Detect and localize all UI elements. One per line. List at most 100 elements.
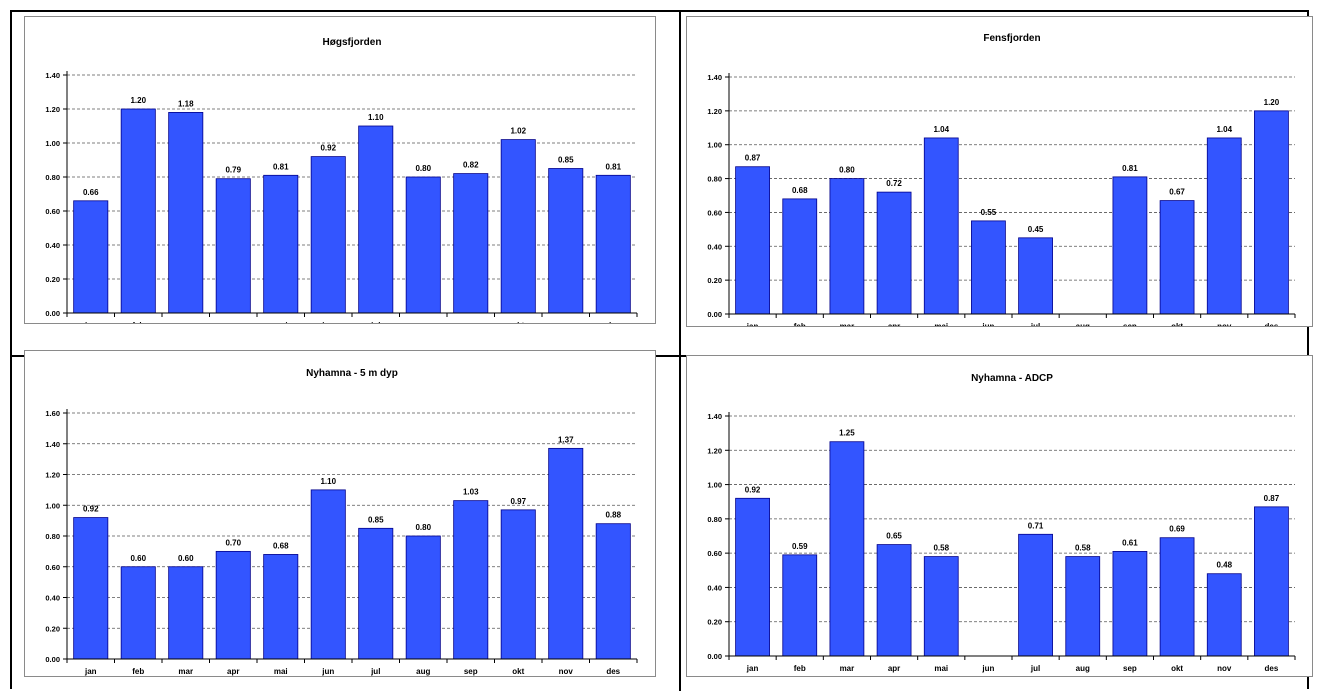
- x-tick-label-okt: okt: [1171, 322, 1183, 326]
- data-label-nov: 1.04: [1216, 125, 1232, 134]
- data-label-sep: 1.03: [463, 488, 479, 497]
- x-tick-label-jul: jul: [1030, 322, 1040, 326]
- bar-jul: [358, 527, 394, 660]
- y-tick-label: 1.60: [45, 409, 60, 418]
- x-tick-label-apr: apr: [227, 667, 239, 676]
- y-tick-label: 0.80: [45, 532, 60, 541]
- data-label-jun: 1.10: [320, 477, 336, 486]
- data-label-feb: 0.59: [792, 542, 808, 551]
- data-label-nov: 0.85: [558, 156, 574, 165]
- x-tick-label-nov: nov: [559, 667, 574, 676]
- data-label-aug: 0.58: [1075, 544, 1091, 553]
- data-label-sep: 0.82: [463, 161, 479, 170]
- data-label-apr: 0.72: [886, 179, 902, 188]
- data-label-jan: 0.92: [83, 505, 99, 514]
- data-label-feb: 1.20: [130, 96, 146, 105]
- x-tick-label-jan: jan: [84, 667, 97, 676]
- x-tick-label-sep: sep: [1123, 664, 1137, 673]
- y-tick-label: 1.40: [45, 71, 60, 80]
- bar-nov: [1206, 573, 1242, 657]
- x-tick-label-jun: jun: [981, 322, 994, 326]
- bar-jul: [1018, 237, 1053, 315]
- x-tick-label-mar: mar: [178, 321, 193, 323]
- bar-jun: [310, 489, 346, 660]
- y-tick-label: 0.40: [45, 594, 60, 603]
- bar-jan: [735, 497, 770, 657]
- bar-mai: [923, 137, 959, 315]
- x-tick-label-jun: jun: [981, 664, 994, 673]
- x-tick-label-mar: mar: [178, 667, 193, 676]
- bar-feb: [782, 554, 818, 657]
- x-tick-label-mar: mar: [840, 664, 855, 673]
- bar-jul: [1018, 533, 1053, 657]
- x-tick-label-okt: okt: [512, 667, 524, 676]
- y-tick-label: 1.00: [45, 139, 60, 148]
- x-tick-label-apr: apr: [227, 321, 239, 323]
- x-tick-label-mai: mai: [274, 321, 288, 323]
- bar-mar: [829, 441, 865, 657]
- data-label-mai: 0.68: [273, 541, 289, 550]
- bar-feb: [782, 198, 818, 315]
- y-tick-label: 0.00: [707, 652, 722, 661]
- y-tick-label: 0.60: [707, 208, 722, 217]
- x-tick-label-aug: aug: [1076, 322, 1090, 326]
- bar-aug: [405, 535, 441, 660]
- y-tick-label: 0.60: [45, 207, 60, 216]
- bar-des: [595, 174, 631, 314]
- y-tick-label: 1.40: [45, 440, 60, 449]
- y-tick-label: 0.80: [45, 173, 60, 182]
- chart-title: Fensfjorden: [983, 33, 1040, 44]
- data-label-apr: 0.79: [225, 166, 241, 175]
- data-label-mai: 0.81: [273, 162, 289, 171]
- bar-nov: [1206, 137, 1242, 315]
- data-label-mar: 1.18: [178, 99, 194, 108]
- data-label-jul: 1.10: [368, 113, 384, 122]
- bar-sep: [1112, 551, 1148, 657]
- data-label-jan: 0.92: [745, 485, 761, 494]
- bar-jan: [73, 517, 109, 660]
- y-tick-label: 0.60: [45, 563, 60, 572]
- x-tick-label-aug: aug: [416, 321, 430, 323]
- bar-okt: [500, 139, 536, 314]
- x-tick-label-mar: mar: [840, 322, 855, 326]
- data-label-aug: 0.80: [415, 523, 431, 532]
- data-label-des: 0.87: [1264, 494, 1280, 503]
- bar-jun: [971, 220, 1006, 315]
- data-label-jul: 0.85: [368, 515, 384, 524]
- x-tick-label-mai: mai: [934, 322, 948, 326]
- table-divider-vertical: [679, 12, 681, 691]
- y-tick-label: 0.20: [45, 275, 60, 284]
- bar-feb: [120, 566, 156, 660]
- x-tick-label-apr: apr: [888, 664, 900, 673]
- data-label-des: 0.81: [605, 162, 621, 171]
- chart-title: Nyhamna - 5 m dyp: [306, 368, 398, 379]
- y-tick-label: 1.20: [45, 471, 60, 480]
- x-tick-label-mai: mai: [274, 667, 288, 676]
- bar-mai: [263, 174, 299, 314]
- data-label-jan: 0.66: [83, 188, 99, 197]
- bar-mar: [829, 178, 865, 315]
- bar-sep: [453, 173, 489, 314]
- y-tick-label: 0.40: [707, 583, 722, 592]
- data-label-sep: 0.61: [1122, 538, 1138, 547]
- x-tick-label-mai: mai: [934, 664, 948, 673]
- chart-hogsfjorden-svg: Høgsfjorden 0.00 0.20 0.40 0.60 0.80 1.00 1.20 1…: [45, 37, 638, 330]
- bar-jan: [735, 166, 770, 315]
- chart-fensfjorden-svg: Fensfjorden 0.00 0.20 0.40 0.60 0.80 1.00 1.20 1…: [707, 33, 1296, 331]
- data-label-aug: 0.80: [415, 164, 431, 173]
- y-tick-label: 0.80: [707, 515, 722, 524]
- x-tick-label-nov: nov: [1217, 322, 1232, 326]
- data-label-apr: 0.65: [886, 532, 902, 541]
- chart-nyhamna-adcp-svg: Nyhamna - ADCP 0.00 0.20 0.40 0.60 0.80 1.00 1.…: [707, 373, 1296, 673]
- y-tick-label: 0.20: [707, 276, 722, 285]
- chart-hogsfjorden: Høgsfjorden 0.00 0.20 0.40 0.60 0.80 1.00 1.20 1…: [24, 16, 656, 330]
- data-label-jan: 0.87: [745, 154, 761, 163]
- data-label-mar: 0.60: [178, 554, 194, 563]
- chart-title: Nyhamna - ADCP: [971, 373, 1053, 384]
- data-label-feb: 0.60: [130, 554, 146, 563]
- data-label-mai: 1.04: [933, 125, 949, 134]
- data-label-des: 1.20: [1264, 98, 1280, 107]
- data-label-jul: 0.45: [1028, 225, 1044, 234]
- bar-apr: [215, 178, 251, 314]
- x-tick-label-feb: feb: [132, 667, 144, 676]
